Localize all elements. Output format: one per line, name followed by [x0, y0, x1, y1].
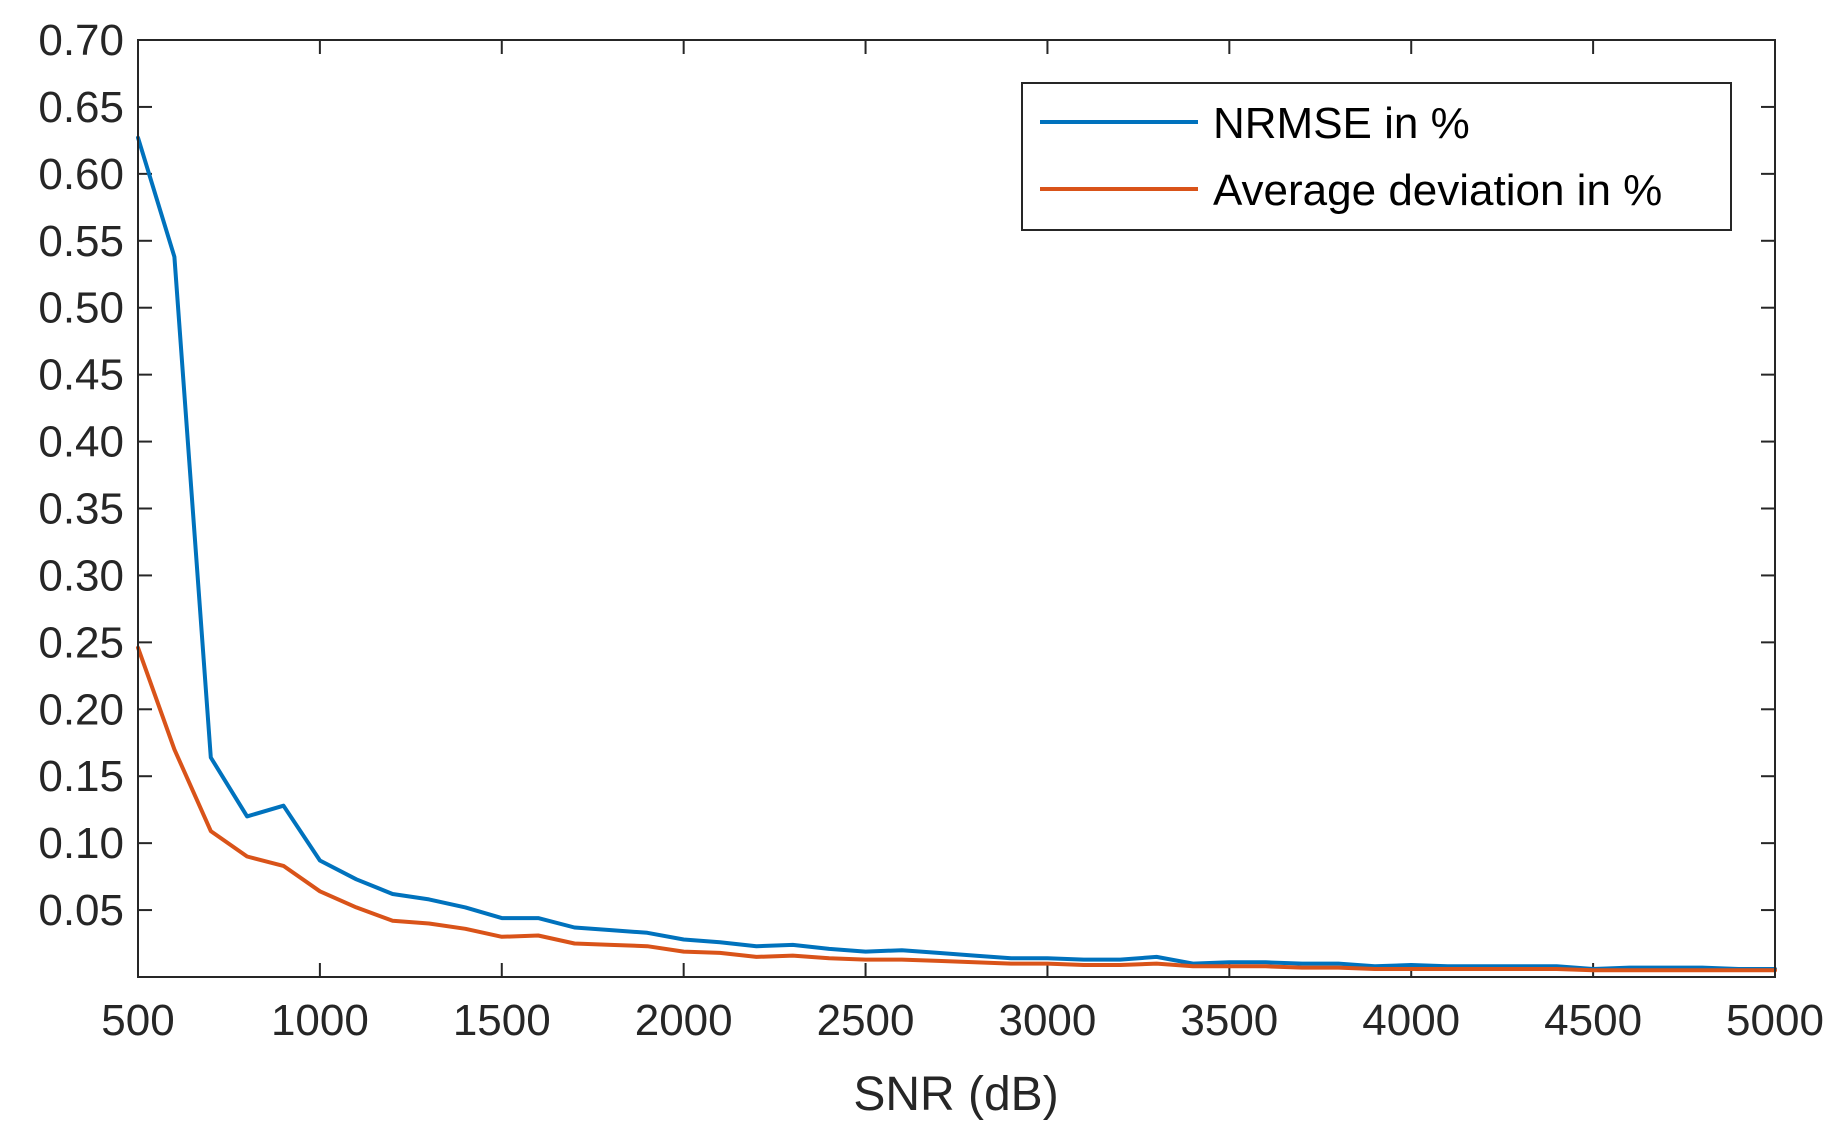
legend: NRMSE in % Average deviation in %: [1021, 82, 1732, 231]
y-tick-label: 0.15: [38, 752, 124, 801]
y-tick-label: 0.70: [38, 16, 124, 65]
series-line-0: [136, 135, 1777, 971]
y-tick-label: 0.30: [38, 551, 124, 600]
series-layer: [136, 135, 1777, 973]
legend-label-average-deviation: Average deviation in %: [1213, 166, 1662, 215]
x-tick-label: 2000: [635, 996, 733, 1045]
x-tick-labels: 500 1000 1500 2000 2500 3000 3500 4000 4500 5000: [101, 996, 1824, 1045]
y-tick-label: 0.10: [38, 819, 124, 868]
y-tick-label: 0.40: [38, 418, 124, 467]
y-tick-label: 0.05: [38, 886, 124, 935]
plot-frame: [137, 39, 1776, 978]
legend-label-nrmse: NRMSE in %: [1213, 99, 1470, 148]
legend-box: [1021, 82, 1732, 231]
y-tick-labels: 0.05 0.10 0.15 0.20 0.25 0.30 0.35 0.40 0.45 0.50…: [38, 16, 124, 935]
x-tick-label: 500: [101, 996, 174, 1045]
y-tick-label: 0.25: [38, 618, 124, 667]
y-tick-label: 0.60: [38, 150, 124, 199]
x-tick-label: 4000: [1362, 996, 1460, 1045]
x-tick-label: 1000: [271, 996, 369, 1045]
x-tick-label: 3500: [1180, 996, 1278, 1045]
y-tick-label: 0.50: [38, 284, 124, 333]
x-axis-title: SNR (dB): [853, 1068, 1058, 1121]
y-tick-label: 0.55: [38, 217, 124, 266]
y-tick-label: 0.35: [38, 485, 124, 534]
y-tick-label: 0.20: [38, 685, 124, 734]
y-tick-label: 0.45: [38, 351, 124, 400]
y-tick-label: 0.65: [38, 83, 124, 132]
x-tick-label: 4500: [1544, 996, 1642, 1045]
x-tick-label: 2500: [817, 996, 915, 1045]
x-tick-label: 5000: [1726, 996, 1824, 1045]
x-tick-label: 1500: [453, 996, 551, 1045]
series-line-1: [136, 645, 1777, 973]
x-tick-label: 3000: [998, 996, 1096, 1045]
